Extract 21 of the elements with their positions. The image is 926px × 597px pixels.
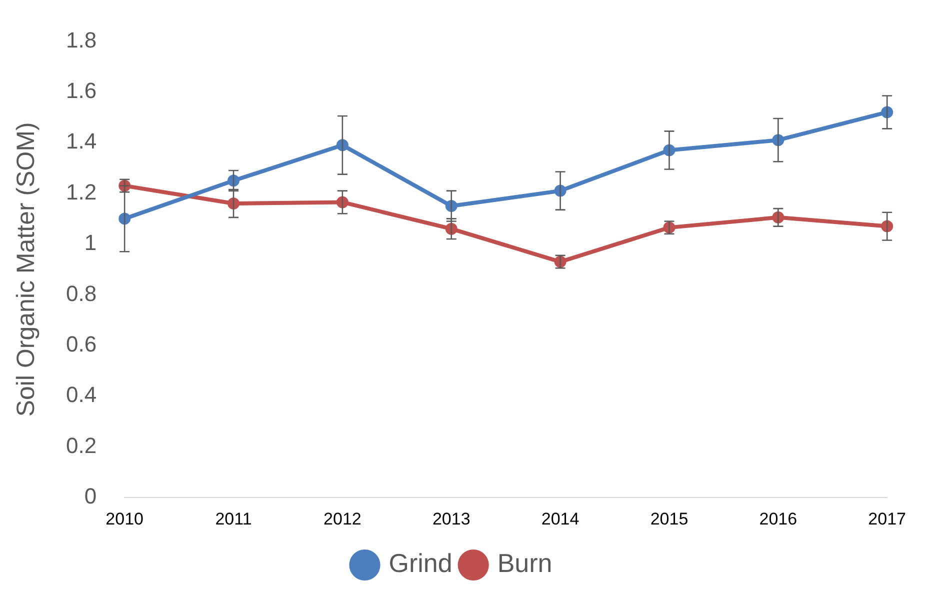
y-axis-title: Soil Organic Matter (SOM): [12, 122, 40, 417]
x-tick-label: 2011: [215, 509, 252, 528]
x-tick-label: 2017: [868, 509, 906, 528]
legend-label: Grind: [388, 548, 452, 578]
x-tick-label: 2016: [759, 509, 798, 528]
x-tick-label: 2013: [432, 509, 470, 528]
y-tick-label: 1.8: [66, 27, 97, 52]
x-tick-label: 2014: [541, 509, 580, 528]
legend-label: Burn: [497, 548, 552, 578]
x-tick-label: 2010: [106, 509, 144, 528]
y-tick-label: 0.2: [66, 432, 97, 458]
x-tick-label: 2015: [650, 509, 688, 528]
y-tick-label: 0: [84, 484, 97, 509]
y-tick-label: 1.6: [66, 78, 97, 103]
y-tick-label: 1.4: [66, 128, 97, 154]
y-tick-label: 0.6: [66, 332, 97, 357]
y-tick-label: 0.4: [66, 382, 97, 408]
y-tick-label: 0.8: [66, 280, 97, 306]
y-tick-label: 1: [84, 230, 97, 256]
x-tick-label: 2012: [324, 509, 362, 528]
y-tick-label: 1.2: [66, 179, 97, 204]
